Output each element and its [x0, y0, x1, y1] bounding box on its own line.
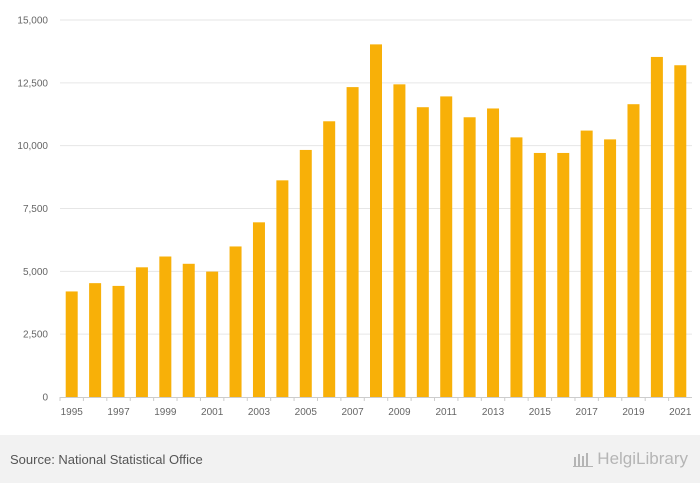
bar-2002 — [229, 246, 242, 397]
bar-2012 — [463, 117, 476, 398]
brand-logo: HelgiLibrary — [573, 449, 688, 469]
bar-2018 — [604, 139, 617, 397]
bar-2001 — [206, 271, 219, 397]
x-tick-label: 2011 — [435, 407, 457, 418]
bar-2020 — [650, 56, 663, 398]
bar-2014 — [510, 137, 523, 397]
bar-2009 — [393, 84, 406, 397]
bar-1999 — [159, 256, 172, 397]
footer: Source: National Statistical Office Helg… — [0, 435, 700, 483]
bar-2005 — [299, 149, 312, 397]
y-tick-label: 7,500 — [23, 204, 48, 215]
x-tick-label: 2013 — [482, 407, 505, 418]
bar-2017 — [580, 130, 593, 397]
bar-2008 — [370, 44, 382, 397]
x-tick-label: 2019 — [622, 407, 645, 418]
bar-2015 — [533, 152, 546, 397]
x-tick-label: 1999 — [154, 407, 177, 418]
x-tick-label: 2009 — [388, 407, 411, 418]
y-tick-label: 5,000 — [23, 267, 48, 278]
bars — [65, 44, 687, 398]
x-tick-label: 2017 — [576, 407, 599, 418]
bar-1995 — [65, 291, 78, 397]
bar-2003 — [252, 222, 265, 397]
bar-2010 — [416, 107, 429, 397]
bar-2021 — [674, 65, 687, 398]
x-tick-label: 2015 — [529, 407, 552, 418]
y-tick-label: 0 — [42, 393, 48, 404]
library-icon — [573, 453, 594, 467]
bar-2007 — [346, 87, 359, 397]
source-note: Source: National Statistical Office — [10, 452, 203, 467]
x-tick-label: 1997 — [107, 407, 130, 418]
bar-1998 — [135, 267, 148, 397]
y-axis-ticks: 0 2,500 5,000 7,500 10,000 12,500 15,000 — [17, 16, 48, 404]
x-tick-label: 2005 — [295, 407, 318, 418]
y-tick-label: 10,000 — [17, 141, 48, 152]
bar-2013 — [487, 108, 500, 397]
y-tick-label: 2,500 — [23, 330, 48, 341]
bar-2006 — [323, 121, 336, 398]
bar-1997 — [112, 285, 125, 397]
brand-name: HelgiLibrary — [597, 449, 688, 468]
y-tick-label: 12,500 — [17, 78, 48, 89]
bar-2004 — [276, 180, 289, 397]
bar-2019 — [627, 104, 640, 398]
bar-1996 — [89, 283, 102, 397]
bar-2016 — [557, 152, 570, 397]
x-tick-label: 2001 — [201, 407, 224, 418]
x-tick-label: 1995 — [61, 407, 84, 418]
bar-2000 — [182, 263, 195, 397]
x-tick-label: 2021 — [669, 407, 692, 418]
x-tick-label: 2003 — [248, 407, 271, 418]
bar-2011 — [440, 96, 453, 397]
y-tick-label: 15,000 — [17, 16, 48, 27]
x-axis-ticks: 1995 1997 1999 2001 2003 2005 2007 2009 2011 2013… — [59, 397, 692, 418]
x-tick-label: 2007 — [341, 407, 364, 418]
